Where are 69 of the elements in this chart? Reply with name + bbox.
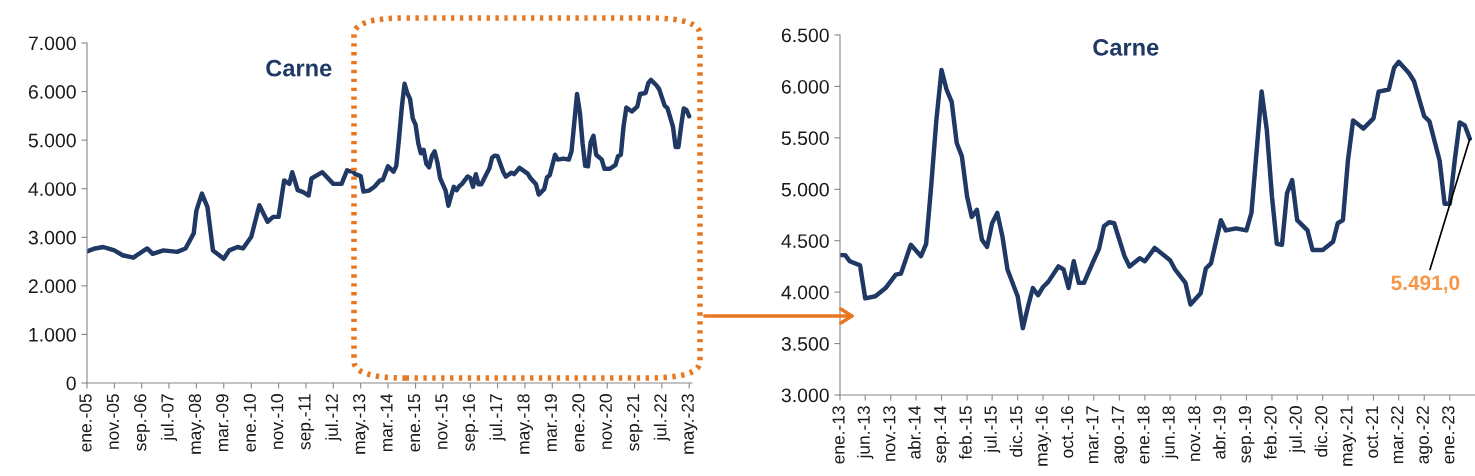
x-tick-label: jun.-13 bbox=[857, 406, 874, 459]
x-tick-label: abr.-14 bbox=[907, 405, 921, 459]
x-tick-label: ene.-20 bbox=[572, 394, 585, 452]
x-tick-label: abr.-19 bbox=[1212, 406, 1226, 459]
text: Carne bbox=[266, 59, 332, 77]
x-tick-label: nov.-13 bbox=[883, 406, 896, 461]
x-tick-label: jul.-22 bbox=[653, 394, 670, 442]
x-tick-label: sep.-14 bbox=[934, 405, 950, 463]
x-tick-label: ago.-22 bbox=[1416, 406, 1433, 464]
x-tick-label: oct.-21 bbox=[1365, 406, 1379, 458]
x-tick-label: nov.-10 bbox=[270, 394, 284, 449]
x-tick-label: sep.-16 bbox=[462, 394, 479, 451]
x-tick-label: ene.-10 bbox=[243, 394, 256, 452]
y-tick-label: 6.000 bbox=[28, 85, 76, 99]
x-tick-label: feb.-20 bbox=[1263, 406, 1277, 460]
x-tick-label: nov.-15 bbox=[435, 394, 448, 449]
x-tick-label: sep.-11 bbox=[298, 394, 315, 450]
x-tick-label: may.-13 bbox=[353, 394, 369, 454]
x-tick-label: may.-16 bbox=[1035, 406, 1052, 466]
x-tick-label: ene.-23 bbox=[1442, 406, 1455, 464]
x-tick-label: jul.-15 bbox=[984, 406, 1001, 454]
x-tick-label: dic.-20 bbox=[1314, 406, 1328, 457]
x-tick-label: may.-18 bbox=[517, 394, 534, 454]
y-tick-label: 7.000 bbox=[28, 36, 76, 51]
y-tick-label: 2.000 bbox=[28, 279, 76, 294]
x-tick-label: ene.-18 bbox=[1137, 406, 1150, 464]
x-tick-label: ene.-05 bbox=[79, 394, 92, 452]
x-tick-label: sep.-21 bbox=[626, 394, 643, 451]
y-tick-label: 4.500 bbox=[781, 234, 829, 248]
x-tick-label: may.-08 bbox=[188, 394, 205, 454]
x-tick-label: mar.-14 bbox=[380, 393, 393, 452]
x-tick-label: nov.-05 bbox=[106, 394, 120, 449]
chart-title: Carne bbox=[1093, 39, 1159, 56]
y-tick-label: 1.000 bbox=[29, 327, 76, 342]
x-tick-label: jul.-20 bbox=[1289, 406, 1306, 454]
x-tick-label: ene.-13 bbox=[832, 406, 845, 464]
x-tick-label: dic.-15 bbox=[1009, 406, 1023, 457]
x-tick-label: mar.-19 bbox=[544, 394, 557, 452]
line-series bbox=[840, 59, 1473, 331]
x-tick-label: nov.-18 bbox=[1188, 406, 1201, 461]
y-tick-label: 4.000 bbox=[781, 285, 829, 300]
x-tick-label: ago.-17 bbox=[1111, 406, 1128, 464]
y-tick-label: 4.000 bbox=[28, 182, 76, 196]
x-tick-label: mar.-09 bbox=[216, 394, 229, 452]
y-tick-label: 3.500 bbox=[781, 337, 829, 351]
y-tick-label: 6.000 bbox=[781, 79, 829, 94]
y-tick-label: 0 bbox=[66, 376, 76, 391]
x-tick-label: sep.-06 bbox=[134, 394, 150, 451]
x-tick-label: mar.-22 bbox=[1391, 406, 1404, 464]
x-tick-label: nov.-20 bbox=[599, 394, 612, 449]
x-tick-label: may.-21 bbox=[1340, 406, 1357, 466]
y-tick-label: 5.000 bbox=[28, 133, 76, 148]
line-series bbox=[87, 77, 692, 261]
x-tick-label: mar.-17 bbox=[1086, 406, 1099, 464]
annotation: 5.491,0 bbox=[1391, 275, 1460, 294]
x-tick-label: oct.-16 bbox=[1060, 406, 1074, 458]
x-tick-label: may.-23 bbox=[681, 394, 698, 454]
x-tick-label: ene.-15 bbox=[408, 394, 421, 452]
y-tick-label: 3.000 bbox=[28, 230, 76, 245]
x-tick-label: jul.-17 bbox=[489, 394, 506, 442]
y-tick-label: 3.000 bbox=[781, 388, 829, 403]
y-tick-label: 5.000 bbox=[781, 182, 829, 197]
x-tick-label: feb.-15 bbox=[958, 406, 972, 460]
x-tick-label: sep.-19 bbox=[1238, 406, 1255, 463]
x-tick-label: jul.-12 bbox=[325, 394, 342, 442]
x-tick-label: jul.-07 bbox=[160, 394, 178, 442]
x-tick-label: jun.-18 bbox=[1162, 406, 1179, 459]
y-tick-label: 6.500 bbox=[781, 28, 829, 43]
y-tick-label: 5.500 bbox=[781, 131, 829, 146]
